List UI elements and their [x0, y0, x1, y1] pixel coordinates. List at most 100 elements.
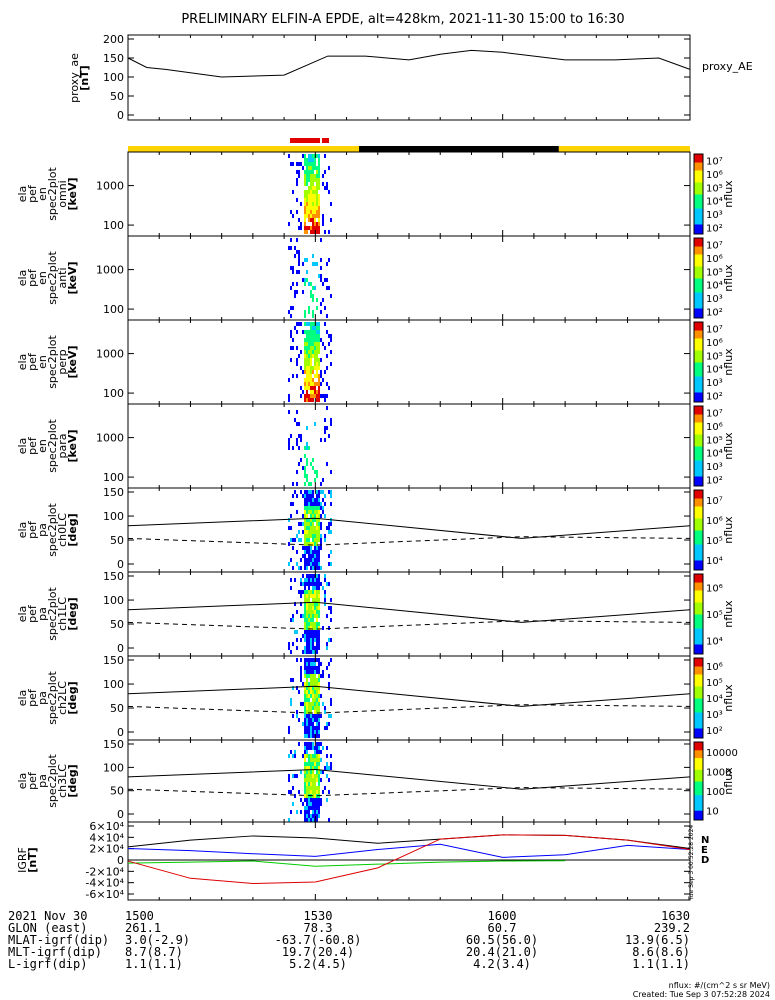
- spectrogram-pixel: [288, 726, 290, 730]
- spectrogram-pixel: [290, 266, 292, 270]
- spectrogram-pixel: [304, 210, 306, 214]
- spectrogram-pixel: [330, 638, 332, 642]
- colorbar-swatch: [694, 322, 703, 325]
- spectrogram-pixel: [304, 794, 306, 798]
- spectrogram-pixel: [330, 422, 332, 426]
- spectrogram-4: [288, 406, 332, 486]
- colorbar-frame: [693, 657, 704, 739]
- spectrogram-pixel: [314, 774, 316, 778]
- spectrogram-pixel: [316, 642, 318, 646]
- colorbar-swatch: [694, 761, 703, 764]
- spectrogram-pixel: [310, 166, 312, 170]
- loss-cone-line: [127, 601, 691, 623]
- colorbar-label: nflux: [722, 516, 735, 544]
- spectrogram-pixel: [314, 790, 316, 794]
- spectrogram-pixel: [312, 706, 314, 710]
- spectrogram-pixel: [310, 730, 312, 734]
- spectrogram-pixel: [310, 522, 312, 526]
- spectrogram-pixel: [308, 506, 310, 510]
- spectrogram-pixel: [294, 578, 296, 582]
- spectrogram-pixel: [290, 306, 292, 310]
- spectrogram-pixel: [306, 630, 308, 634]
- spectrogram-pixel: [330, 294, 332, 298]
- spectrogram-pixel: [314, 702, 316, 706]
- spectrogram-pixel: [304, 190, 306, 194]
- spectrogram-pixel: [288, 818, 290, 822]
- spectrogram-pixel: [310, 358, 312, 362]
- spectrogram-pixel: [308, 522, 310, 526]
- spectrogram-pixel: [316, 618, 318, 622]
- spectrogram-pixel: [326, 394, 328, 398]
- spectrogram-pixel: [324, 602, 326, 606]
- spectrogram-pixel: [316, 658, 318, 662]
- spectrogram-pixel: [312, 174, 314, 178]
- spectrogram-7-tick-label: 0: [117, 726, 124, 739]
- spectrogram-pixel: [314, 714, 316, 718]
- proxy-ae-line: [127, 49, 691, 78]
- spectrogram-pixel: [324, 438, 326, 442]
- colorbar-swatch: [694, 680, 703, 683]
- spectrogram-pixel: [304, 310, 306, 314]
- spectrogram-pixel: [324, 578, 326, 582]
- spectrogram-pixel: [316, 726, 318, 730]
- spectrogram-pixel: [306, 346, 308, 350]
- y-axis-label-line: pef: [26, 352, 39, 371]
- colorbar-tick-label: 10⁵: [706, 536, 723, 547]
- spectrogram-pixel: [314, 390, 316, 394]
- spectrogram-pixel: [306, 206, 308, 210]
- spectrogram-pixel: [330, 202, 332, 206]
- spectrogram-pixel: [296, 178, 298, 182]
- spectrogram-pixel: [316, 590, 318, 594]
- y-axis-label-line: pa: [36, 691, 49, 705]
- colorbar-swatch: [694, 604, 703, 607]
- spectrogram-pixel: [328, 386, 330, 390]
- spectrogram-pixel: [316, 722, 318, 726]
- spectrogram-pixel: [318, 706, 320, 710]
- spectrogram-pixel: [304, 598, 306, 602]
- spectrogram-pixel: [306, 626, 308, 630]
- y-axis-label-line: spec2plot: [46, 754, 59, 808]
- spectrogram-pixel: [306, 382, 308, 386]
- axis-row-value: 1630: [661, 909, 690, 923]
- colorbar-swatch: [694, 652, 703, 655]
- colorbar-swatch: [694, 424, 703, 427]
- spectrogram-pixel: [306, 770, 308, 774]
- colorbar-swatch: [694, 324, 703, 327]
- spectrogram-pixel: [304, 538, 306, 542]
- spectrogram-pixel: [300, 226, 302, 230]
- spectrogram-pixel: [312, 678, 314, 682]
- spectrogram-pixel: [316, 586, 318, 590]
- spectrogram-pixel: [322, 506, 324, 510]
- colorbar-swatch: [694, 306, 703, 309]
- spectrogram-pixel: [314, 210, 316, 214]
- spectrogram-pixel: [296, 182, 298, 186]
- spectrogram-pixel: [308, 534, 310, 538]
- spectrogram-pixel: [312, 642, 314, 646]
- spectrogram-pixel: [314, 194, 316, 198]
- spectrogram-pixel: [304, 178, 306, 182]
- colorbar-swatch: [694, 260, 703, 263]
- spectrogram-pixel: [310, 578, 312, 582]
- spectrogram-pixel: [320, 798, 322, 802]
- spectrogram-pixel: [308, 786, 310, 790]
- spectrogram-pixel: [310, 534, 312, 538]
- spectrogram-pixel: [312, 662, 314, 666]
- spectrogram-pixel: [304, 198, 306, 202]
- spectrogram-pixel: [308, 774, 310, 778]
- colorbar-tick-label: 10⁵: [706, 183, 723, 194]
- axis-row-label: MLT-igrf(dip): [8, 945, 102, 959]
- spectrogram-pixel: [300, 558, 302, 562]
- colorbar-swatch: [694, 556, 703, 559]
- spectrogram-pixel: [290, 502, 292, 506]
- spectrogram-pixel: [318, 658, 320, 662]
- spectrogram-pixel: [314, 186, 316, 190]
- colorbar-swatch: [694, 410, 703, 413]
- spectrogram-pixel: [314, 810, 316, 814]
- spectrogram-pixel: [300, 810, 302, 814]
- colorbar-swatch: [694, 232, 703, 235]
- spectrogram-pixel: [314, 550, 316, 554]
- spectrogram-pixel: [300, 490, 302, 494]
- igrf-tick-label: 2×10⁴: [89, 843, 124, 856]
- spectrogram-pixel: [328, 342, 330, 346]
- spectrogram-pixel: [306, 366, 308, 370]
